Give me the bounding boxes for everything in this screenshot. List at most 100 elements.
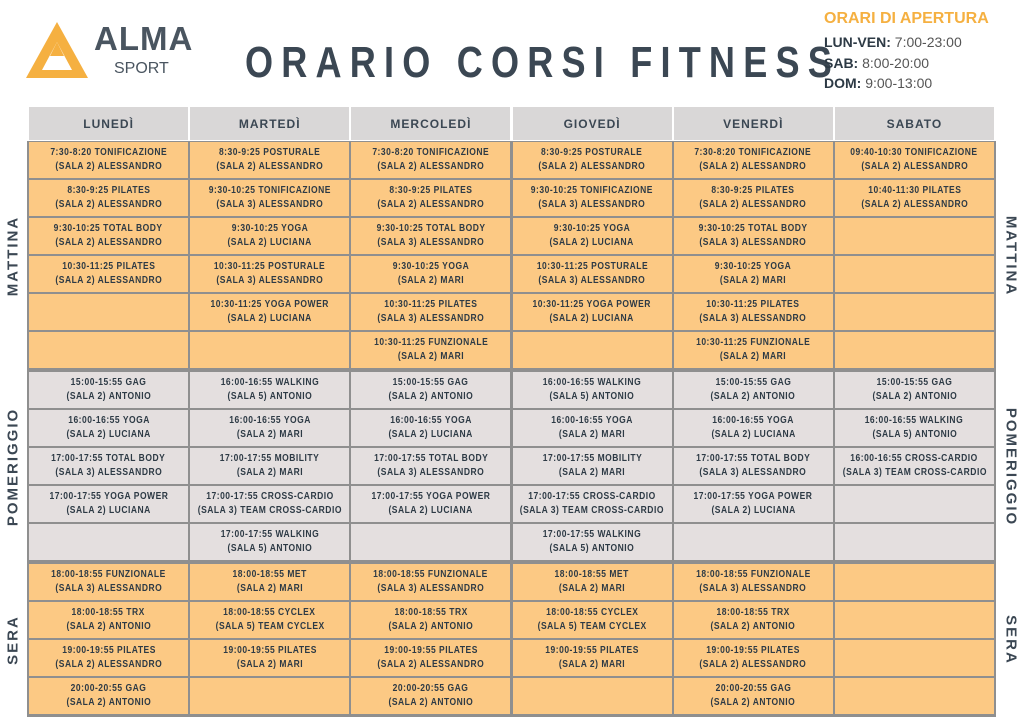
class-room: (SALA 2) MARI (720, 351, 787, 362)
class-time: 10:30-11:25 PILATES (384, 299, 478, 310)
class-cell: 7:30-8:20 TONIFICAZIONE (SALA 2) ALESSAND… (351, 142, 511, 178)
class-cell: 10:40-11:30 PILATES (SALA 2) ALESSANDRO (834, 180, 994, 216)
class-room: (SALA 2) LUCIANA (549, 237, 635, 248)
class-time: 9:30-10:25 TONIFICAZIONE (530, 185, 654, 196)
class-time: 17:00-17:55 YOGA POWER (49, 491, 169, 502)
class-time: 9:30-10:25 TOTAL BODY (698, 223, 808, 234)
class-room: (SALA 3) ALESSANDRO (55, 467, 162, 478)
class-time: 09:40-10:30 TONIFICAZIONE (850, 147, 979, 158)
logo-icon (26, 22, 88, 78)
class-time: 18:00-18:55 MET (554, 569, 630, 580)
class-room: (SALA 2) ALESSANDRO (699, 199, 807, 210)
class-time: 17:00-17:55 MOBILITY (542, 453, 642, 464)
class-time: 16:00-16:55 CROSS-CARDIO (850, 453, 979, 464)
class-room: (SALA 2) ALESSANDRO (377, 659, 485, 670)
class-time: 20:00-20:55 GAG (70, 683, 147, 694)
class-room: (SALA 2) LUCIANA (388, 429, 474, 440)
class-time: 9:30-10:25 TOTAL BODY (376, 223, 486, 234)
empty-cell (351, 524, 511, 560)
class-cell: 9:30-10:25 TOTAL BODY (SALA 3) ALESSANDRO (673, 218, 833, 254)
class-time: 18:00-18:55 TRX (394, 607, 468, 618)
class-time: 9:30-10:25 YOGA (553, 223, 631, 234)
class-time: 19:00-19:55 PILATES (222, 645, 317, 656)
class-cell: 17:00-17:55 CROSS-CARDIO (SALA 3) TEAM CR… (512, 486, 672, 522)
class-time: 10:30-11:25 PILATES (62, 261, 156, 272)
class-cell: 9:30-10:25 YOGA (SALA 2) LUCIANA (512, 218, 672, 254)
class-cell: 16:00-16:55 YOGA (SALA 2) LUCIANA (29, 410, 189, 446)
class-room: (SALA 2) ANTONIO (66, 697, 151, 708)
class-room: (SALA 2) MARI (236, 467, 303, 478)
empty-cell (834, 602, 994, 638)
class-room: (SALA 2) MARI (558, 583, 626, 594)
class-cell: 8:30-9:25 PILATES (SALA 2) ALESSANDRO (351, 180, 511, 216)
class-time: 16:00-16:55 WALKING (220, 377, 319, 388)
class-time: 10:30-11:25 POSTURALE (214, 261, 326, 272)
empty-cell (834, 524, 994, 560)
class-time: 17:00-17:55 YOGA POWER (693, 491, 813, 502)
class-cell: 15:00-15:55 GAG (SALA 2) ANTONIO (834, 372, 994, 408)
class-room: (SALA 3) ALESSANDRO (699, 313, 807, 324)
class-cell: 8:30-9:25 POSTURALE (SALA 2) ALESSANDRO (512, 142, 672, 178)
class-time: 16:00-16:55 YOGA (551, 415, 633, 426)
class-cell: 16:00-16:55 YOGA (SALA 2) MARI (190, 410, 350, 446)
class-time: 9:30-10:25 YOGA (392, 261, 470, 272)
logo-sub: SPORT (114, 60, 169, 77)
class-cell: 16:00-16:55 YOGA (SALA 2) LUCIANA (673, 410, 833, 446)
hours-day: LUN-VEN: (824, 34, 891, 50)
class-time: 20:00-20:55 GAG (393, 683, 469, 694)
class-room: (SALA 2) ALESSANDRO (55, 161, 162, 172)
class-time: 17:00-17:55 TOTAL BODY (696, 453, 811, 464)
hours-row: LUN-VEN: 7:00-23:00 (824, 34, 962, 50)
class-cell: 16:00-16:55 WALKING (SALA 5) ANTONIO (834, 410, 994, 446)
empty-cell (29, 294, 189, 330)
class-time: 8:30-9:25 PILATES (389, 185, 473, 196)
class-time: 10:30-11:25 FUNZIONALE (696, 337, 811, 348)
empty-cell (834, 332, 994, 368)
class-cell: 18:00-18:55 CYCLEX (SALA 5) TEAM CYCLEX (190, 602, 350, 638)
class-room: (SALA 2) ANTONIO (388, 621, 474, 632)
class-time: 9:30-10:25 TOTAL BODY (54, 223, 164, 234)
class-cell: 15:00-15:55 GAG (SALA 2) ANTONIO (673, 372, 833, 408)
class-cell: 9:30-10:25 TONIFICAZIONE (SALA 3) ALESSAN… (512, 180, 672, 216)
class-cell: 19:00-19:55 PILATES (SALA 2) ALESSANDRO (29, 640, 189, 676)
class-room: (SALA 2) LUCIANA (711, 505, 796, 516)
class-time: 10:30-11:25 PILATES (706, 299, 800, 310)
class-cell: 16:00-16:55 YOGA (SALA 2) MARI (512, 410, 672, 446)
class-room: (SALA 3) TEAM CROSS-CARDIO (842, 467, 987, 478)
class-time: 7:30-8:20 TONIFICAZIONE (694, 147, 812, 158)
class-cell: 15:00-15:55 GAG (SALA 2) ANTONIO (351, 372, 511, 408)
class-time: 17:00-17:55 TOTAL BODY (51, 453, 166, 464)
class-cell: 18:00-18:55 TRX (SALA 2) ANTONIO (29, 602, 189, 638)
class-time: 17:00-17:55 WALKING (220, 529, 319, 540)
class-cell: 8:30-9:25 POSTURALE (SALA 2) ALESSANDRO (190, 142, 350, 178)
class-room: (SALA 3) ALESSANDRO (377, 313, 485, 324)
empty-cell (190, 332, 350, 368)
hours-time: 7:00-23:00 (894, 34, 962, 50)
class-cell: 10:30-11:25 YOGA POWER (SALA 2) LUCIANA (512, 294, 672, 330)
class-cell: 17:00-17:55 YOGA POWER (SALA 2) LUCIANA (29, 486, 189, 522)
class-room: (SALA 3) ALESSANDRO (699, 237, 807, 248)
page-title: ORARIO CORSI FITNESS (245, 38, 840, 87)
class-cell: 10:30-11:25 YOGA POWER (SALA 2) LUCIANA (190, 294, 350, 330)
empty-cell (512, 332, 672, 368)
class-cell: 16:00-16:55 WALKING (SALA 5) ANTONIO (190, 372, 350, 408)
class-room: (SALA 2) LUCIANA (227, 313, 312, 324)
class-cell: 19:00-19:55 PILATES (SALA 2) ALESSANDRO (673, 640, 833, 676)
class-room: (SALA 3) TEAM CROSS-CARDIO (197, 505, 342, 516)
class-time: 19:00-19:55 PILATES (706, 645, 801, 656)
class-time: 15:00-15:55 GAG (393, 377, 469, 388)
class-room: (SALA 5) ANTONIO (227, 391, 313, 402)
class-room: (SALA 3) ALESSANDRO (216, 275, 324, 286)
section-label-right: SERA (1002, 615, 1020, 665)
class-cell: 10:30-11:25 PILATES (SALA 2) ALESSANDRO (29, 256, 189, 292)
class-cell: 8:30-9:25 PILATES (SALA 2) ALESSANDRO (673, 180, 833, 216)
class-room: (SALA 2) LUCIANA (66, 505, 151, 516)
class-cell: 10:30-11:25 FUNZIONALE (SALA 2) MARI (351, 332, 511, 368)
class-time: 7:30-8:20 TONIFICAZIONE (372, 147, 490, 158)
table-frame-top (27, 104, 996, 141)
class-room: (SALA 2) ANTONIO (388, 391, 474, 402)
class-room: (SALA 2) ALESSANDRO (55, 659, 162, 670)
class-cell: 10:30-11:25 POSTURALE (SALA 3) ALESSANDRO (190, 256, 350, 292)
class-room: (SALA 2) MARI (558, 659, 626, 670)
